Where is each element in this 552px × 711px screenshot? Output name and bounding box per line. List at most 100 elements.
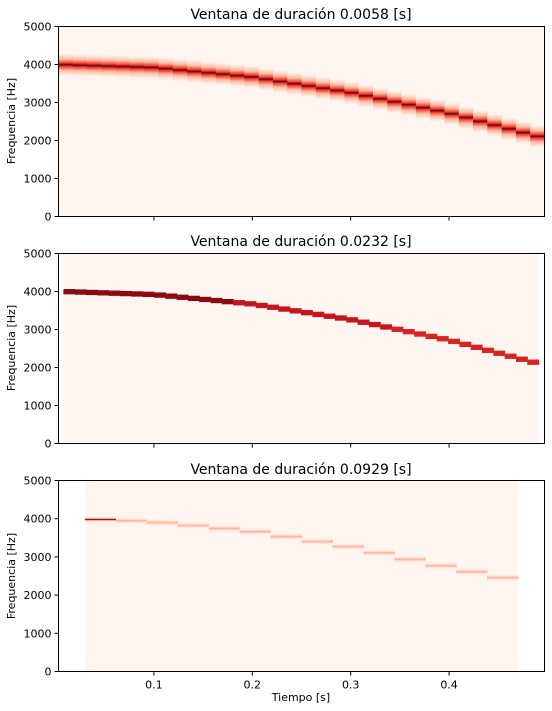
spectrogram-ridge-segment xyxy=(108,290,121,296)
spectrogram-ridge-segment xyxy=(501,117,517,140)
spectrogram-ridge-segment xyxy=(394,555,426,563)
x-tick-label: 0.1 xyxy=(145,679,163,692)
spectrogram-ridge-segment xyxy=(414,331,427,337)
spectrogram-ridge-segment xyxy=(101,55,117,78)
spectrogram-ridge-segment xyxy=(444,102,460,125)
x-axis-label: Tiempo [s] xyxy=(271,691,330,704)
spectrogram-ridge-segment xyxy=(334,315,347,321)
spectrogram-ridge-segment xyxy=(357,319,370,325)
spectrogram-ridge-segment xyxy=(527,359,540,365)
spectrogram-ridge-segment xyxy=(97,290,110,296)
spectrogram-ridge-segment xyxy=(436,336,449,342)
spectrogram-panel-1: Ventana de duración 0.0058 [s] Frequenci… xyxy=(5,7,546,224)
spectrogram-ridge-segment xyxy=(187,60,203,83)
y-tick-label: 2000 xyxy=(24,362,52,375)
spectrogram-ridge-segment xyxy=(473,110,488,133)
spectrogram-ridge-segment xyxy=(391,326,404,332)
panel-1-title: Ventana de duración 0.0058 [s] xyxy=(190,7,411,23)
y-tick-label: 3000 xyxy=(24,551,52,564)
spectrogram-ridge-segment xyxy=(74,289,87,295)
spectrogram-ridge-segment xyxy=(221,298,234,305)
spectrogram-ridge-segment xyxy=(144,56,160,79)
spectrogram-ridge-segment xyxy=(415,96,431,119)
spectrogram-ridge-segment xyxy=(312,311,325,318)
panel-3-ticks: 0 1000 2000 3000 4000 5000 0.1 0.2 0.3 0.4 xyxy=(24,475,458,692)
spectrogram-ridge-segment xyxy=(458,106,474,129)
spectrogram-ridge-segment xyxy=(504,353,517,359)
spectrogram-ridge-segment xyxy=(172,59,188,82)
spectrogram-ridge-segment xyxy=(487,114,503,137)
spectrogram-ridge-segment xyxy=(387,90,403,113)
spectrogram-ridge-segment xyxy=(72,54,88,77)
spectrogram-ridge-segment xyxy=(176,294,189,300)
panel-1-frame xyxy=(58,26,545,217)
spectrogram-ridge-segment xyxy=(344,81,360,104)
spectrogram-ridge-segment xyxy=(153,292,166,298)
spectrogram-background xyxy=(85,480,518,672)
panel-1-ticks: 0 1000 2000 3000 4000 5000 xyxy=(24,21,450,224)
spectrogram-ridge-segment xyxy=(146,519,179,527)
panel-2-frame xyxy=(58,253,545,444)
spectrogram-panel-3: Ventana de duración 0.0929 [s] Frequenci… xyxy=(5,462,545,704)
spectrogram-ridge-segment xyxy=(115,517,148,525)
spectrogram-ridge-segment xyxy=(368,321,381,328)
spectrogram-panel-2: Ventana de duración 0.0232 [s] Frequenci… xyxy=(5,234,545,451)
panel-1-ylabel: Frequencia [Hz] xyxy=(5,78,18,164)
spectrogram-ridge-segment xyxy=(255,302,268,309)
panel-2-plot-area xyxy=(63,253,540,444)
y-tick-label: 0 xyxy=(45,438,52,451)
y-tick-label: 0 xyxy=(45,666,52,679)
spectrogram-ridge-segment xyxy=(363,549,395,557)
y-tick-label: 2000 xyxy=(24,135,52,148)
spectrogram-ridge-segment xyxy=(372,87,388,110)
spectrogram-ridge-segment xyxy=(115,55,131,78)
y-tick-label: 5000 xyxy=(24,248,52,261)
panel-2-ylabel: Frequencia [Hz] xyxy=(5,305,18,391)
y-tick-label: 5000 xyxy=(24,21,52,34)
y-tick-label: 1000 xyxy=(24,173,52,186)
spectrogram-background xyxy=(63,253,539,444)
spectrogram-ridge-segment xyxy=(346,317,359,323)
spectrogram-ridge-segment xyxy=(199,296,212,303)
y-tick-label: 2000 xyxy=(24,589,52,602)
spectrogram-ridge-segment xyxy=(425,333,438,340)
spectrogram-ridge-segment xyxy=(515,356,528,362)
y-tick-label: 1000 xyxy=(24,627,52,640)
spectrogram-ridge-segment xyxy=(270,533,303,541)
spectrogram-ridge-segment xyxy=(187,295,200,302)
spectrogram-ridge-segment xyxy=(208,525,241,533)
panel-3-title: Ventana de duración 0.0929 [s] xyxy=(190,462,411,478)
spectrogram-ridge-segment xyxy=(230,64,245,87)
y-tick-label: 5000 xyxy=(24,475,52,488)
spectrogram-ridge-peak xyxy=(85,518,116,521)
spectrogram-ridge-segment xyxy=(323,313,336,319)
y-tick-label: 3000 xyxy=(24,97,52,110)
panel-1-plot-area xyxy=(58,26,546,217)
spectrogram-ridge-segment xyxy=(401,93,417,116)
spectrogram-ridge-segment xyxy=(201,61,217,84)
spectrogram-ridge-segment xyxy=(430,99,446,122)
spectrogram-ridge-segment xyxy=(244,65,260,88)
spectrogram-ridge-segment xyxy=(58,53,74,76)
spectrogram-ridge-segment xyxy=(380,324,393,330)
spectrogram-ridge-segment xyxy=(330,79,345,102)
spectrogram-ridge-segment xyxy=(210,297,223,304)
spectrogram-ridge-segment xyxy=(456,568,488,576)
spectrogram-ridge-segment xyxy=(482,347,494,353)
spectrogram-ridge-segment xyxy=(87,54,102,77)
spectrogram-ridge-segment xyxy=(215,63,231,86)
y-tick-label: 4000 xyxy=(24,59,52,72)
spectrogram-ridge-segment xyxy=(515,121,531,144)
spectrogram-ridge-segment xyxy=(63,289,76,295)
spectrogram-ridge-segment xyxy=(278,306,291,312)
spectrogram-ridge-segment xyxy=(301,538,334,546)
spectrogram-ridge-segment xyxy=(470,344,483,350)
spectrogram-ridge-segment xyxy=(258,68,274,91)
spectrogram-ridge-segment xyxy=(239,528,272,536)
spectrogram-ridge-segment xyxy=(142,291,155,298)
spectrogram-ridge-segment xyxy=(332,543,364,550)
panel-2-ticks: 0 1000 2000 3000 4000 5000 xyxy=(24,248,450,451)
panel-3-frame xyxy=(58,480,545,672)
spectrogram-ridge-segment xyxy=(289,308,302,314)
